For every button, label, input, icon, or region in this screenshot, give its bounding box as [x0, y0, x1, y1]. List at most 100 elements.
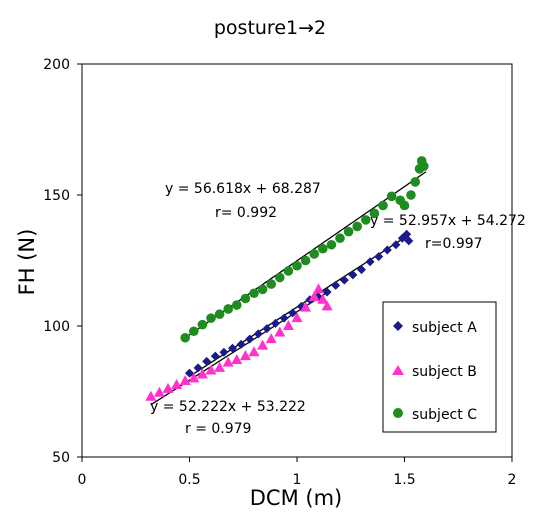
point-subject-c — [257, 284, 268, 295]
y-tick-label: 150 — [43, 188, 70, 204]
point-subject-b — [162, 382, 174, 393]
point-subject-c — [343, 226, 354, 237]
point-subject-a — [279, 313, 289, 323]
point-subject-b — [321, 300, 333, 311]
point-subject-c — [266, 279, 277, 289]
point-subject-b — [265, 333, 277, 344]
point-subject-c — [232, 300, 242, 310]
legend-label-subject-c: subject C — [412, 407, 477, 423]
point-subject-a — [202, 356, 212, 366]
point-subject-c — [406, 190, 416, 200]
point-subject-c — [352, 221, 363, 232]
x-tick-label: 1 — [293, 472, 302, 488]
point-subject-c — [292, 260, 302, 271]
point-subject-a — [271, 318, 280, 328]
x-axis-label: DCM (m) — [250, 486, 342, 510]
y-tick-label: 50 — [52, 450, 70, 466]
legend-triangle-marker — [392, 365, 404, 375]
point-subject-b — [257, 339, 269, 350]
point-subject-b — [231, 354, 243, 365]
annotation-b-r: r = 0.979 — [185, 421, 251, 437]
point-subject-c — [180, 332, 190, 343]
point-subject-c — [369, 208, 380, 219]
point-subject-a — [374, 252, 384, 262]
point-subject-b — [308, 291, 320, 302]
point-subject-b — [179, 375, 191, 386]
point-subject-c — [378, 200, 388, 211]
point-subject-b — [153, 386, 165, 397]
point-subject-c — [335, 233, 345, 244]
legend-diamond-marker — [393, 321, 403, 331]
point-subject-a — [245, 334, 255, 344]
annotation-c-r: r= 0.992 — [215, 205, 277, 221]
point-subject-a — [185, 368, 194, 378]
point-subject-a — [348, 270, 358, 280]
point-subject-c — [275, 272, 285, 283]
legend-label-subject-b: subject B — [412, 364, 477, 380]
point-subject-a — [262, 324, 272, 334]
point-subject-c — [214, 309, 225, 320]
point-subject-c — [283, 266, 294, 276]
point-subject-a — [391, 240, 401, 250]
point-subject-a — [365, 257, 375, 267]
point-subject-c — [410, 177, 421, 187]
y-axis-label: FH (N) — [15, 229, 39, 296]
annotation-a-equation: y = 52.957x + 54.272 — [370, 213, 526, 229]
y-axis-ticks: 50 100 150 200 — [43, 57, 82, 466]
x-tick-label: 0.5 — [178, 472, 200, 488]
point-subject-b — [145, 390, 157, 401]
point-subject-b — [239, 350, 251, 361]
point-subject-b — [171, 378, 183, 389]
point-subject-a — [193, 363, 203, 373]
point-subject-b — [313, 283, 324, 294]
point-subject-a — [322, 287, 332, 297]
point-subject-a — [288, 308, 298, 318]
point-subject-b — [300, 301, 312, 312]
point-subject-a — [382, 245, 392, 255]
point-subject-c — [386, 191, 397, 202]
point-subject-c — [318, 243, 328, 254]
point-subject-a — [236, 339, 246, 349]
point-subject-b — [274, 326, 286, 337]
legend-circle-marker — [393, 408, 403, 418]
point-subject-c — [309, 249, 320, 259]
point-subject-c — [419, 161, 429, 171]
point-subject-a — [228, 343, 237, 353]
point-subject-a — [339, 275, 349, 285]
x-tick-label: 0 — [78, 472, 87, 488]
y-tick-label: 100 — [43, 319, 70, 335]
data-points — [145, 156, 429, 401]
point-subject-b — [205, 364, 217, 375]
x-tick-label: 2 — [508, 472, 517, 488]
annotation-b-equation: y = 52.222x + 53.222 — [150, 399, 306, 415]
chart-title: posture1→2 — [214, 17, 326, 39]
point-subject-b — [291, 312, 303, 323]
point-subject-a — [253, 329, 263, 339]
point-subject-c — [240, 293, 251, 304]
point-subject-c — [197, 319, 208, 330]
annotation-a-r: r=0.997 — [425, 236, 483, 252]
point-subject-c — [189, 326, 199, 337]
point-subject-a — [331, 280, 341, 290]
annotation-c-equation: y = 56.618x + 68.287 — [165, 181, 321, 197]
legend: subject A subject B subject C — [382, 301, 497, 433]
x-axis-ticks: 0 0.5 1 1.5 2 — [78, 457, 517, 488]
point-subject-b — [317, 293, 329, 304]
point-subject-b — [214, 361, 226, 372]
point-subject-c — [326, 239, 337, 250]
point-subject-c — [361, 215, 371, 225]
point-subject-b — [222, 356, 234, 367]
point-subject-a — [404, 236, 414, 246]
point-subject-b — [248, 346, 260, 357]
point-subject-a — [357, 265, 366, 275]
point-subject-c — [249, 288, 259, 299]
point-subject-c — [399, 200, 410, 211]
point-subject-c — [300, 255, 311, 266]
legend-label-subject-a: subject A — [412, 320, 477, 336]
y-tick-label: 200 — [43, 57, 70, 73]
point-subject-c — [206, 313, 216, 323]
point-subject-b — [282, 320, 294, 330]
point-subject-b — [188, 372, 200, 383]
point-subject-b — [196, 368, 208, 379]
